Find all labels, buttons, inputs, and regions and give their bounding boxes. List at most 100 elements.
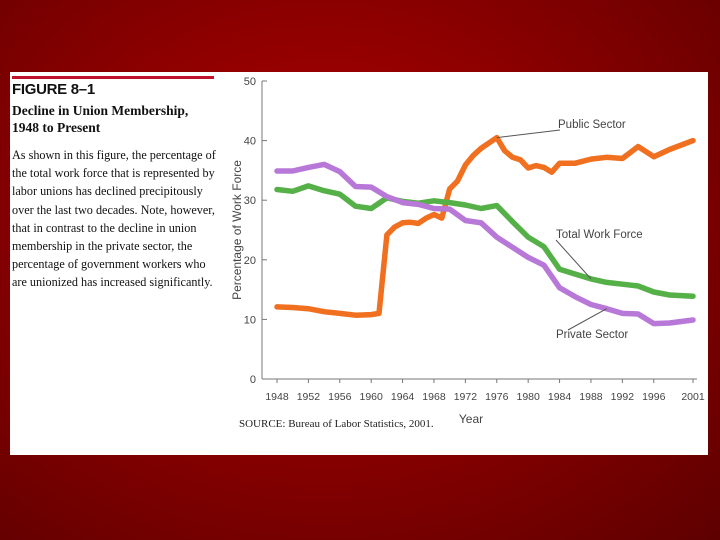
private-sector-leader-line <box>567 308 607 331</box>
x-tick-label: 1956 <box>328 391 352 403</box>
private-sector-point <box>290 168 295 174</box>
private-sector-point <box>478 220 484 226</box>
public-sector-point <box>667 147 672 152</box>
public-sector-point <box>321 309 327 314</box>
x-tick-label: 1980 <box>516 391 540 403</box>
public-sector-point <box>620 156 625 161</box>
public-sector-point <box>690 138 696 143</box>
public-sector-point <box>478 146 484 151</box>
private-sector-point <box>573 294 578 299</box>
private-sector-point <box>588 302 594 307</box>
public-sector-point <box>533 163 539 168</box>
x-tick-label: 1968 <box>422 391 446 403</box>
series-layer <box>274 134 696 327</box>
private-sector-point <box>620 311 625 316</box>
total-work-force-annotation: Total Work Force <box>556 229 643 241</box>
private-sector-line <box>274 161 696 327</box>
private-sector-point <box>400 200 405 205</box>
total-work-force-point <box>573 271 578 277</box>
x-tick-label: 1960 <box>360 391 384 403</box>
x-tick-label: 1952 <box>297 391 321 403</box>
figure-panel: FIGURE 8–1 Decline in Union Membership, … <box>10 72 708 455</box>
private-sector-point <box>541 262 547 268</box>
total-work-force-point <box>525 234 531 240</box>
x-tick-label: 1984 <box>548 391 572 403</box>
private-sector-point <box>306 165 311 170</box>
public-sector-point <box>306 306 311 311</box>
total-work-force-point <box>290 189 295 194</box>
private-sector-point <box>463 218 468 223</box>
x-tick-label: 2001 <box>681 391 705 403</box>
total-work-force-point <box>463 202 468 208</box>
total-work-force-point <box>635 283 641 289</box>
annotation-layer: Public Sector Total Work Force Private Sec… <box>496 119 643 341</box>
public-sector-point <box>447 186 452 192</box>
x-tick-label: 1988 <box>579 391 603 403</box>
private-sector-point <box>525 255 531 260</box>
public-sector-point <box>290 305 295 310</box>
public-sector-point <box>384 232 390 237</box>
public-sector-leader-line <box>496 129 561 139</box>
private-sector-point <box>447 206 452 212</box>
x-tick-label: 1976 <box>485 391 509 403</box>
private-sector-point <box>635 311 641 317</box>
total-work-force-point <box>667 292 672 298</box>
y-tick-label: 50 <box>244 76 256 88</box>
public-sector-point <box>392 224 397 230</box>
public-sector-point <box>337 311 342 316</box>
total-work-force-leader-line <box>555 239 592 280</box>
public-sector-point <box>408 220 413 225</box>
total-work-force-point <box>651 289 656 295</box>
private-sector-point <box>274 168 280 174</box>
public-sector-point <box>463 162 468 168</box>
total-work-force-point <box>321 188 327 193</box>
public-sector-point <box>471 153 476 158</box>
total-work-force-point <box>478 206 484 211</box>
total-work-force-point <box>353 203 358 209</box>
public-sector-point <box>423 215 429 221</box>
public-sector-point <box>502 148 507 153</box>
total-work-force-point <box>431 198 437 203</box>
public-sector-point <box>635 144 641 149</box>
public-sector-point <box>510 155 515 160</box>
total-work-force-point <box>557 267 562 272</box>
private-sector-point <box>384 194 390 199</box>
y-tick-label: 40 <box>244 136 256 148</box>
total-work-force-point <box>604 280 609 285</box>
public-sector-point <box>368 312 374 317</box>
public-sector-point <box>400 220 405 226</box>
total-work-force-point <box>447 200 452 205</box>
total-work-force-point <box>306 183 311 189</box>
total-work-force-point <box>494 203 499 208</box>
public-sector-point <box>274 304 280 310</box>
x-axis-title: Year <box>459 412 483 426</box>
private-sector-point <box>321 162 327 167</box>
source-note: SOURCE: Bureau of Labor Statistics, 2001… <box>239 418 434 430</box>
figure-title-line-1: Decline in Union Membership, <box>12 103 189 118</box>
public-sector-point <box>416 221 421 226</box>
public-sector-point <box>494 135 499 140</box>
private-sector-point <box>667 320 672 326</box>
total-work-force-point <box>690 293 696 299</box>
public-sector-point <box>353 313 358 318</box>
private-sector-point <box>337 169 342 174</box>
figure-title: Decline in Union Membership, 1948 to Pre… <box>12 102 217 136</box>
total-work-force-point <box>510 219 515 224</box>
private-sector-point <box>353 184 358 189</box>
total-work-force-point <box>368 206 374 211</box>
public-sector-point <box>525 165 531 171</box>
public-sector-point <box>651 154 656 159</box>
public-sector-point <box>439 215 445 221</box>
y-tick-label: 10 <box>244 314 256 326</box>
public-sector-point <box>588 156 594 162</box>
public-sector-annotation: Public Sector <box>558 119 626 131</box>
public-sector-point <box>431 212 437 217</box>
public-sector-point <box>541 165 547 170</box>
x-tick-label: 1972 <box>454 391 478 403</box>
total-work-force-point <box>274 187 280 192</box>
public-sector-point <box>486 140 492 146</box>
x-tick-label: 1996 <box>642 391 666 403</box>
private-sector-point <box>368 184 374 190</box>
public-sector-point <box>557 161 562 166</box>
private-sector-point <box>690 317 696 323</box>
